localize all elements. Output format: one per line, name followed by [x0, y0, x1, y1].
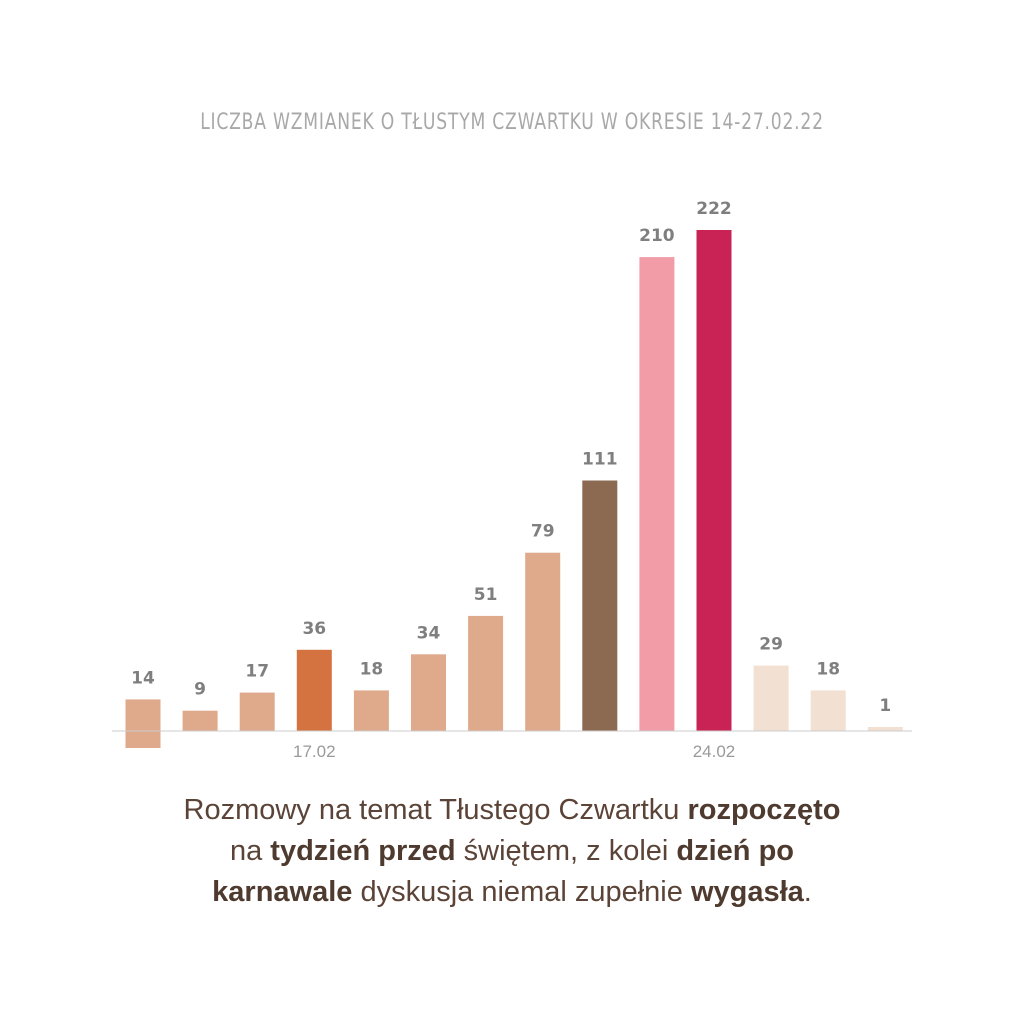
value-label: 29 — [759, 635, 783, 655]
caption-emphasis: dzień po — [676, 835, 795, 867]
bar-14.02 — [125, 699, 161, 748]
bar-20.02 — [468, 615, 504, 731]
x-tick-label: 17.02 — [293, 742, 336, 761]
caption-emphasis: tydzień przed — [270, 835, 456, 867]
caption-text: . — [803, 876, 812, 908]
caption-line-2: na tydzień przed świętem, z kolei dzień … — [62, 831, 962, 872]
bar-22.02 — [582, 480, 618, 731]
value-label: 34 — [417, 623, 441, 643]
bar-21.02 — [525, 552, 561, 731]
bar-16.02 — [239, 692, 275, 731]
caption-line-3: karnawale dyskusja niemal zupełnie wygas… — [62, 872, 962, 913]
value-label: 79 — [531, 522, 555, 542]
bar-19.02 — [411, 654, 446, 731]
value-label: 111 — [582, 450, 618, 470]
caption-line-1: Rozmowy na temat Tłustego Czwartku rozpo… — [62, 790, 962, 831]
bar-26.02 — [810, 690, 846, 731]
value-label: 9 — [194, 680, 206, 700]
chart-title: LICZBA WZMIANEK O TŁUSTYM CZWARTKU W OKR… — [200, 110, 824, 135]
tick-labels-layer: 17.02 24.02 — [293, 742, 735, 761]
caption-emphasis: wygasła — [690, 876, 804, 908]
value-label: 36 — [302, 619, 326, 639]
caption-emphasis: rozpoczęto — [687, 794, 841, 826]
caption-text: świętem, z kolei — [455, 835, 677, 867]
bar-17.02 — [296, 649, 332, 731]
bar-25.02 — [753, 665, 789, 731]
caption-emphasis: karnawale — [212, 876, 353, 908]
value-labels-layer: 14 9 17 36 18 34 51 79 111 210 222 29 18 1 — [131, 199, 891, 716]
caption-text: Rozmowy na temat Tłustego Czwartku — [183, 794, 688, 826]
bar-23.02 — [639, 257, 675, 731]
value-label: 1 — [879, 696, 891, 716]
bar-18.02 — [353, 690, 389, 731]
value-label: 18 — [816, 659, 840, 679]
bar-24.02 — [696, 230, 732, 731]
value-label: 222 — [696, 199, 732, 219]
caption-text: dyskusja niemal zupełnie — [352, 876, 691, 908]
value-label: 210 — [639, 226, 675, 246]
value-label: 17 — [245, 662, 269, 682]
value-label: 14 — [131, 668, 155, 688]
value-label: 51 — [474, 585, 498, 605]
bar-27.02 — [867, 727, 903, 731]
value-label: 18 — [360, 659, 384, 679]
bar-15.02 — [182, 710, 218, 731]
x-tick-label: 24.02 — [693, 742, 736, 761]
chart-caption: Rozmowy na temat Tłustego Czwartku rozpo… — [62, 790, 962, 913]
caption-text: na — [229, 835, 271, 867]
bars-layer — [125, 230, 903, 748]
